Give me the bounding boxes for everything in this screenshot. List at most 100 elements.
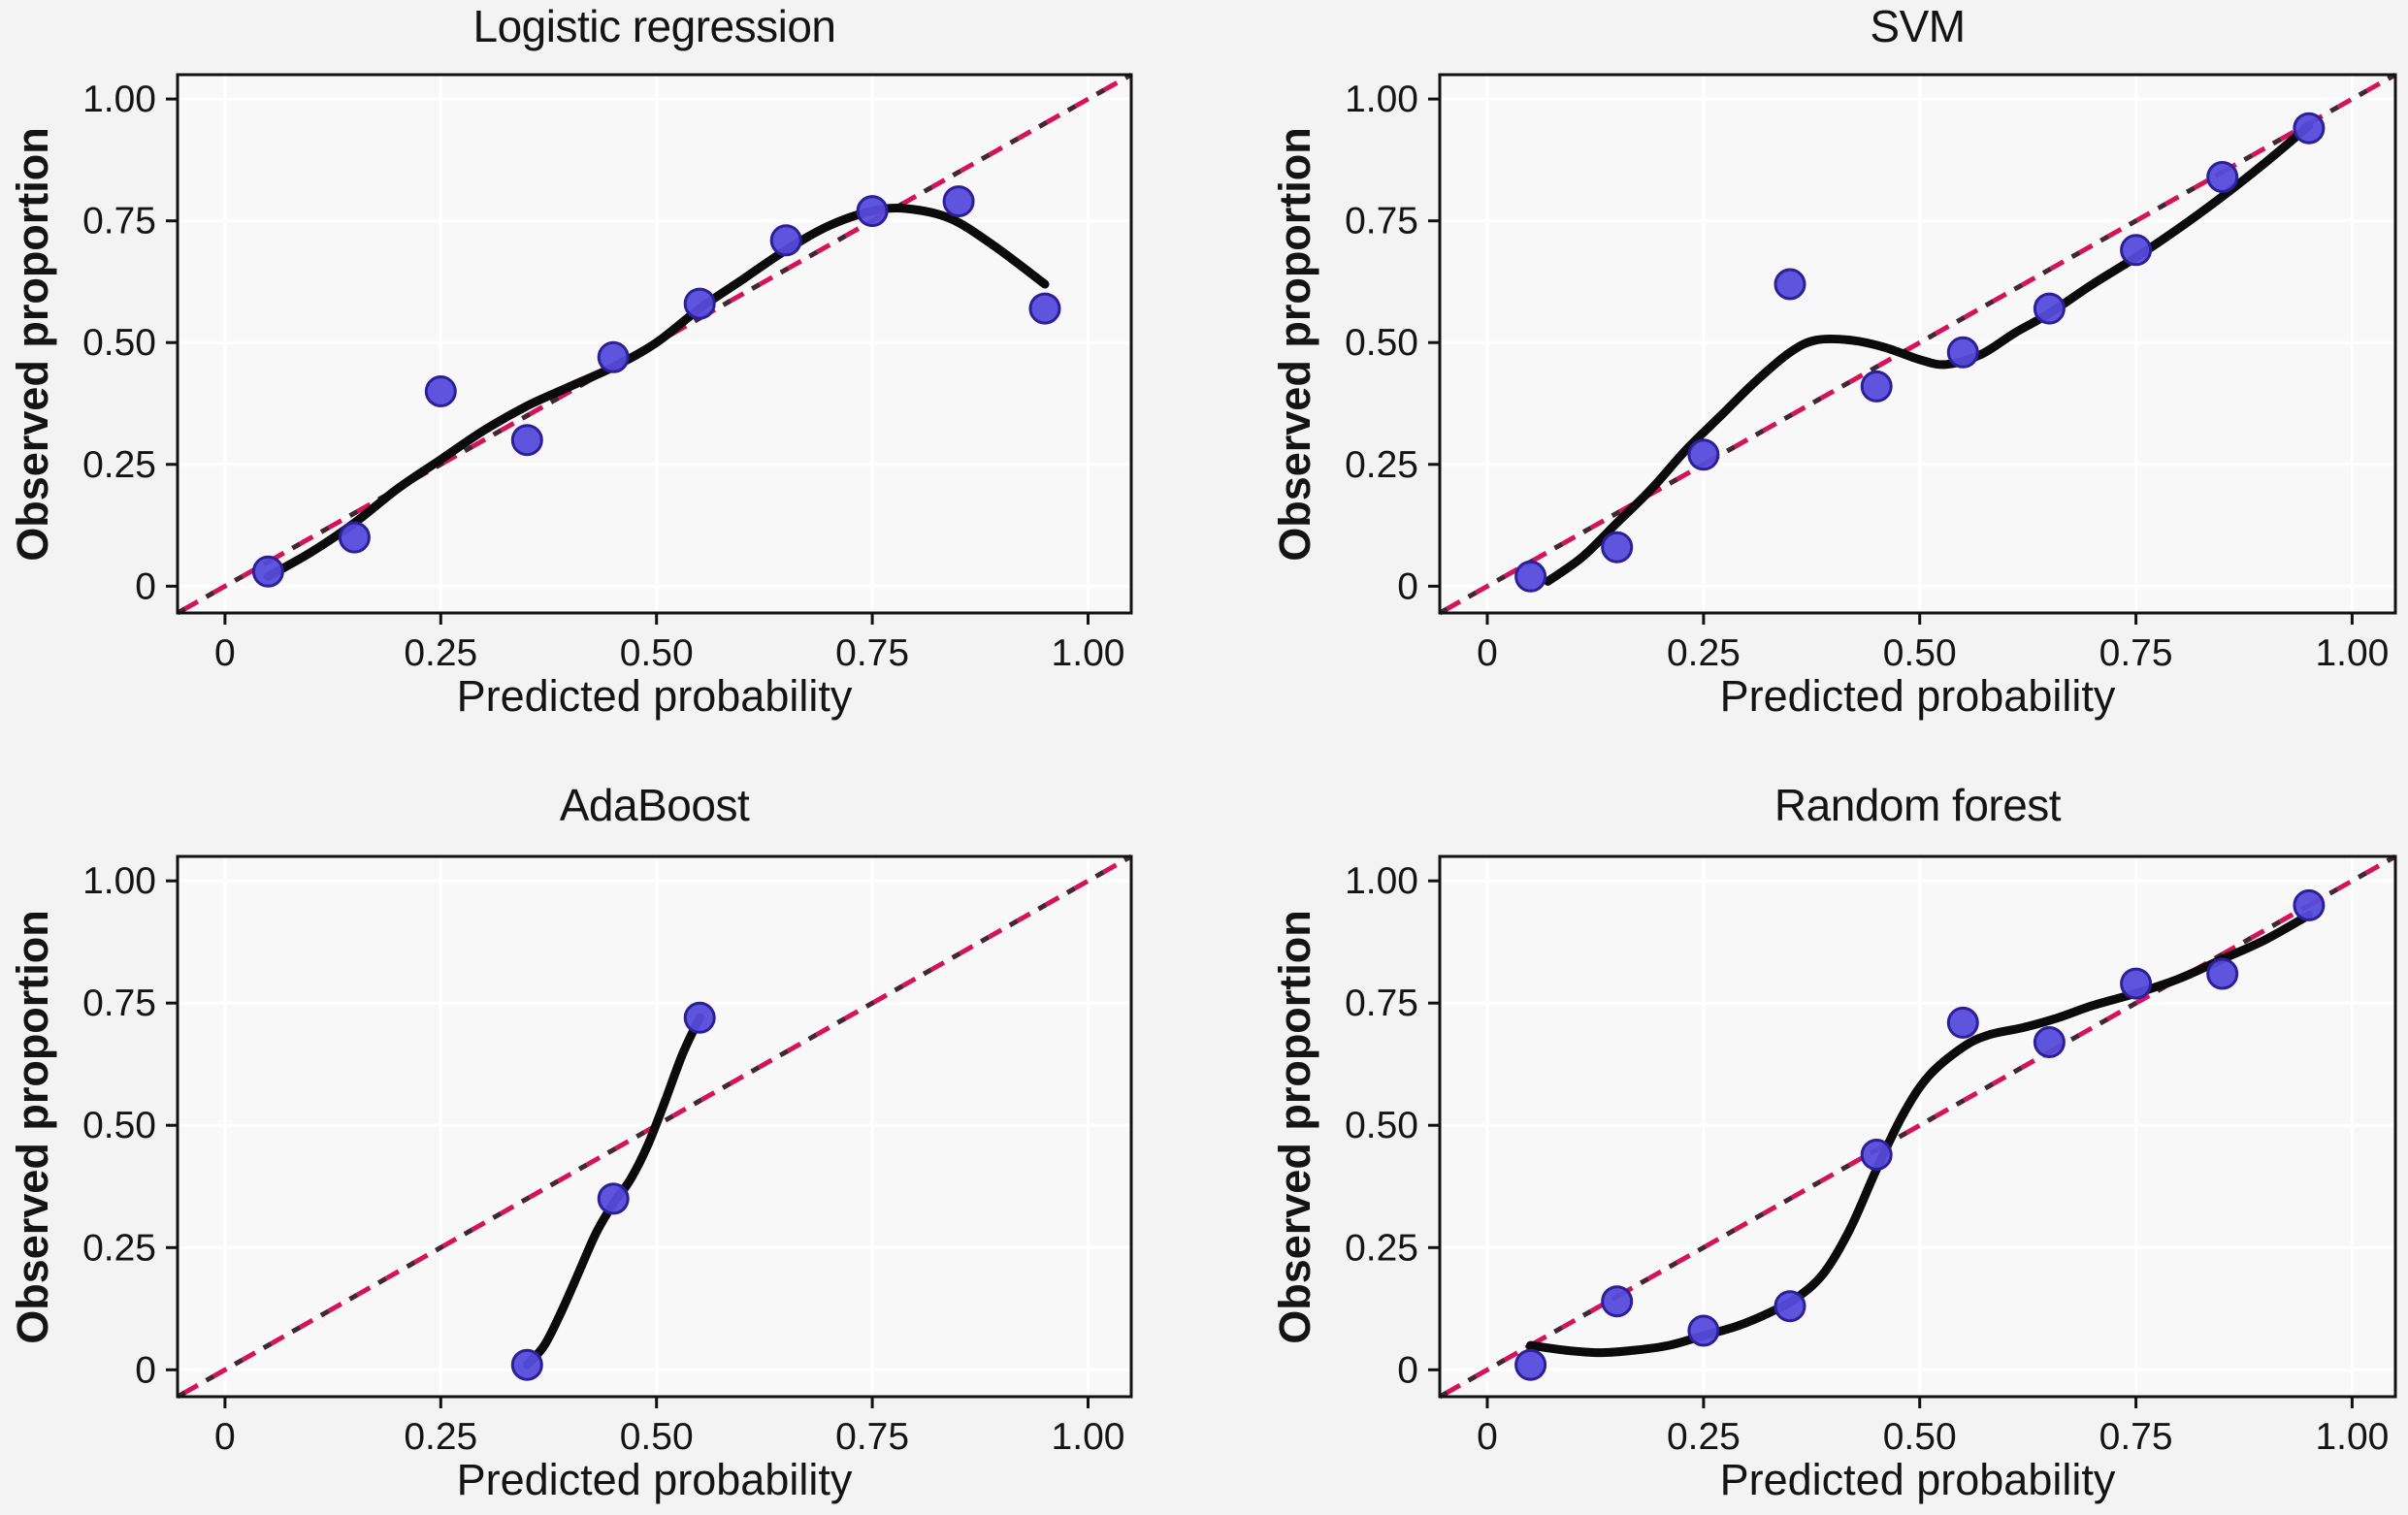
data-point bbox=[2293, 888, 2326, 921]
x-tick-label: 0.75 bbox=[2099, 632, 2173, 674]
x-tick-label: 0 bbox=[1477, 1416, 1498, 1458]
data-point bbox=[424, 375, 457, 407]
y-tick-label: 1.00 bbox=[1345, 79, 1418, 120]
data-point bbox=[683, 287, 716, 320]
data-point bbox=[1687, 1314, 1720, 1347]
data-point bbox=[338, 521, 371, 554]
y-axis-title: Observed proportion bbox=[1270, 909, 1319, 1344]
data-point bbox=[769, 224, 802, 257]
panel-border bbox=[1438, 854, 2397, 1399]
y-tick-label: 0 bbox=[1397, 565, 1418, 607]
subplot-adaboost: 0 0 0.25 0.25 0.50 0.50 0.75 0.75 1.00 1.00 AdaBo… bbox=[0, 758, 1204, 1515]
data-point bbox=[856, 195, 889, 228]
x-tick-label: 0.75 bbox=[835, 632, 909, 674]
panel-border bbox=[176, 854, 1133, 1399]
data-point bbox=[510, 1348, 543, 1381]
subplot-svm: 0 0 0.25 0.25 0.50 0.50 0.75 0.75 1.00 1.00 SVM O… bbox=[1204, 0, 2408, 758]
plot-title: Random forest bbox=[1773, 780, 2062, 830]
x-tick-label: 0.25 bbox=[1667, 1416, 1741, 1458]
y-tick-label: 0.50 bbox=[1345, 322, 1418, 364]
y-axis-title: Observed proportion bbox=[8, 909, 57, 1344]
y-axis-title: Observed proportion bbox=[8, 126, 57, 562]
x-tick-label: 0.75 bbox=[2099, 1416, 2173, 1458]
x-tick-label: 0.75 bbox=[835, 1416, 909, 1458]
plot-canvas-adaboost: 0 0 0.25 0.25 0.50 0.50 0.75 0.75 1.00 1.00 bbox=[82, 854, 1133, 1458]
diagonal-reference-line bbox=[1438, 72, 2397, 616]
data-point bbox=[2120, 234, 2153, 267]
x-axis-title: Predicted probability bbox=[1719, 671, 2116, 721]
x-tick-label: 0.50 bbox=[620, 632, 694, 674]
diagonal-reference-line bbox=[1438, 854, 2397, 1400]
y-tick-label: 0 bbox=[135, 565, 156, 607]
data-point bbox=[2293, 112, 2326, 145]
x-tick-label: 0.25 bbox=[1667, 632, 1741, 674]
data-point bbox=[683, 1001, 716, 1034]
y-tick-label: 0 bbox=[135, 1349, 156, 1391]
x-tick-label: 1.00 bbox=[1052, 632, 1125, 674]
data-point bbox=[1028, 292, 1061, 325]
panel-border bbox=[1438, 73, 2397, 615]
data-point bbox=[2033, 292, 2066, 325]
data-point bbox=[1946, 1006, 1979, 1039]
y-tick-label: 1.00 bbox=[1345, 860, 1418, 902]
data-point bbox=[1860, 1139, 1893, 1171]
x-tick-label: 0 bbox=[214, 632, 236, 674]
x-tick-label: 0.25 bbox=[404, 632, 477, 674]
plot-canvas-random-forest: 0 0 0.25 0.25 0.50 0.50 0.75 0.75 1.00 1.00 bbox=[1345, 854, 2397, 1458]
data-point bbox=[1601, 1285, 1634, 1318]
plot-title: SVM bbox=[1870, 1, 1966, 51]
plot-canvas-logistic-regression: 0 0 0.25 0.25 0.50 0.50 0.75 0.75 1.00 1.00 bbox=[82, 72, 1133, 674]
y-tick-label: 0.25 bbox=[82, 1227, 156, 1269]
plot-title: Logistic regression bbox=[472, 1, 836, 51]
x-axis-title: Predicted probability bbox=[456, 671, 853, 721]
data-point bbox=[1514, 1348, 1547, 1381]
x-tick-label: 0 bbox=[1477, 632, 1498, 674]
y-tick-label: 1.00 bbox=[82, 860, 156, 902]
x-tick-label: 0.25 bbox=[404, 1416, 477, 1458]
loess-curve bbox=[1543, 121, 2314, 586]
data-point bbox=[2206, 161, 2239, 193]
y-tick-label: 0.50 bbox=[82, 322, 156, 364]
subplot-logistic-regression: 0 0 0.25 0.25 0.50 0.50 0.75 0.75 1.00 1.00 Logis… bbox=[0, 0, 1204, 758]
data-point bbox=[1773, 1290, 1806, 1323]
data-point bbox=[1773, 268, 1806, 301]
loess-curve bbox=[263, 204, 1050, 581]
subplot-random-forest: 0 0 0.25 0.25 0.50 0.50 0.75 0.75 1.00 1.00 Rando… bbox=[1204, 758, 2408, 1515]
data-point bbox=[1514, 560, 1547, 593]
y-tick-label: 0.50 bbox=[82, 1105, 156, 1146]
y-axis-title: Observed proportion bbox=[1270, 126, 1319, 562]
data-point bbox=[1687, 438, 1720, 471]
y-tick-label: 0.50 bbox=[1345, 1105, 1418, 1146]
data-point bbox=[2206, 957, 2239, 990]
x-tick-label: 0 bbox=[214, 1416, 236, 1458]
x-tick-label: 0.50 bbox=[620, 1416, 694, 1458]
data-point bbox=[2120, 967, 2153, 1000]
data-point bbox=[597, 340, 630, 373]
data-point bbox=[2033, 1026, 2066, 1058]
data-point bbox=[1860, 370, 1893, 403]
plot-title: AdaBoost bbox=[559, 780, 750, 830]
data-point bbox=[597, 1182, 630, 1215]
x-tick-label: 1.00 bbox=[2315, 632, 2389, 674]
y-tick-label: 0.25 bbox=[1345, 1227, 1418, 1269]
data-point bbox=[1601, 531, 1634, 564]
y-tick-label: 0.75 bbox=[82, 201, 156, 242]
x-tick-label: 0.50 bbox=[1883, 1416, 1957, 1458]
x-axis-title: Predicted probability bbox=[1719, 1455, 2116, 1504]
y-tick-label: 0.75 bbox=[1345, 983, 1418, 1024]
data-point bbox=[510, 424, 543, 457]
plot-canvas-svm: 0 0 0.25 0.25 0.50 0.50 0.75 0.75 1.00 1.00 bbox=[1345, 72, 2397, 674]
x-tick-label: 1.00 bbox=[1052, 1416, 1125, 1458]
x-tick-label: 0.50 bbox=[1883, 632, 1957, 674]
data-point bbox=[251, 555, 284, 588]
data-point bbox=[1946, 336, 1979, 369]
y-tick-label: 0.75 bbox=[82, 983, 156, 1024]
y-tick-label: 0.75 bbox=[1345, 201, 1418, 242]
y-tick-label: 0.25 bbox=[82, 444, 156, 486]
panel-border bbox=[176, 73, 1133, 615]
y-tick-label: 0.25 bbox=[1345, 444, 1418, 486]
x-tick-label: 1.00 bbox=[2315, 1416, 2389, 1458]
x-axis-title: Predicted probability bbox=[456, 1455, 853, 1504]
y-tick-label: 1.00 bbox=[82, 79, 156, 120]
